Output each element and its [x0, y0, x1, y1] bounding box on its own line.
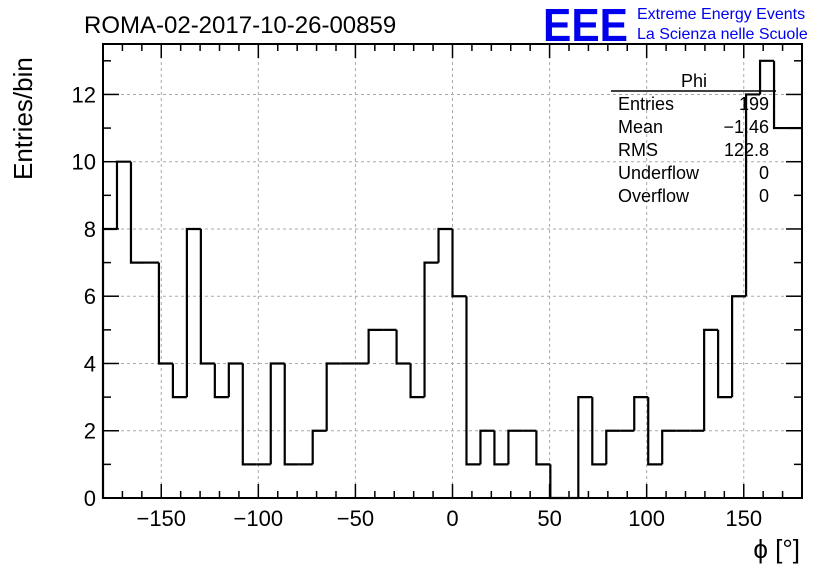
x-axis-label: ϕ [°] — [753, 534, 800, 564]
x-tick-label: −150 — [136, 506, 186, 531]
histogram-bin — [605, 429, 621, 465]
stats-label-rms: RMS — [618, 140, 658, 160]
histogram-bin — [758, 59, 775, 95]
histogram-bin — [493, 430, 509, 466]
histogram-bin — [395, 329, 411, 365]
stats-value-underflow: 0 — [759, 163, 769, 183]
histogram-bin — [703, 328, 719, 431]
histogram-bin — [311, 429, 327, 465]
x-tick-label: −50 — [337, 506, 374, 531]
y-tick-label: 10 — [72, 150, 96, 175]
histogram-bin — [465, 296, 481, 466]
histogram-bin — [661, 429, 677, 465]
logo-line-1: Extreme Energy Events — [637, 6, 805, 23]
stats-title: Phi — [681, 71, 707, 91]
histogram-bin — [549, 464, 565, 500]
x-tick-label: 0 — [446, 506, 458, 531]
chart-title: ROMA-02-2017-10-26-00859 — [84, 12, 396, 39]
logo-line-2: La Scienza nelle Scuole — [637, 26, 808, 43]
x-tick-label: −100 — [234, 506, 284, 531]
histogram-bin — [535, 430, 551, 466]
histogram-bin — [199, 228, 215, 365]
histogram-bin — [451, 228, 467, 298]
histogram-bin — [507, 429, 523, 465]
histogram-bin — [633, 396, 649, 431]
stats-value-overflow: 0 — [759, 186, 769, 206]
axis-ticks — [102, 44, 803, 499]
histogram-bin — [283, 363, 299, 466]
histogram-bin — [591, 397, 607, 466]
histogram-bin — [269, 362, 285, 465]
histogram-bin — [367, 328, 383, 364]
histogram-bin — [647, 397, 663, 466]
histogram-bin — [577, 396, 593, 498]
histogram-bin — [409, 363, 425, 399]
y-tick-label: 8 — [84, 217, 96, 242]
stats-label-underflow: Underflow — [618, 163, 700, 183]
x-tick-label: 150 — [725, 506, 762, 531]
x-tick-label: 50 — [537, 506, 561, 531]
y-tick-label: 2 — [84, 419, 96, 444]
eee-logo: EEE — [543, 0, 628, 51]
histogram-bin — [227, 362, 243, 398]
histogram-bin — [772, 60, 789, 130]
stats-value-mean: −1.46 — [723, 117, 769, 137]
histogram-bin — [744, 93, 761, 297]
y-axis-label: Entries/bin — [8, 57, 38, 180]
histogram-bin — [213, 363, 229, 399]
histogram-bin — [241, 363, 257, 466]
y-tick-label: 6 — [84, 284, 96, 309]
stats-value-rms: 122.8 — [724, 140, 769, 160]
tick-labels: −150 −100 −50 0 50 100 150 0 2 4 6 8 10 12 — [72, 82, 763, 531]
histogram-bin — [115, 160, 131, 229]
stats-label-entries: Entries — [618, 94, 674, 114]
histogram-series — [101, 59, 802, 500]
histogram-bin — [129, 161, 145, 264]
y-tick-label: 12 — [72, 82, 96, 107]
stats-label-mean: Mean — [618, 117, 663, 137]
histogram-bin — [423, 261, 439, 398]
histogram-bin — [171, 363, 187, 399]
histogram-bin — [437, 227, 453, 263]
histogram-bin — [731, 295, 747, 398]
y-tick-label: 4 — [84, 351, 96, 376]
histogram-bin — [717, 329, 733, 399]
histogram-bin — [157, 262, 173, 365]
stats-label-overflow: Overflow — [618, 186, 690, 206]
x-tick-label: 100 — [628, 506, 665, 531]
histogram-bin — [325, 362, 341, 431]
stats-value-entries: 199 — [739, 94, 769, 114]
y-tick-label: 0 — [84, 486, 96, 511]
histogram-bin — [185, 227, 201, 398]
stats-box: Phi Entries 199 Mean −1.46 RMS 122.8 Und… — [611, 71, 776, 206]
histogram-bin — [479, 429, 495, 465]
